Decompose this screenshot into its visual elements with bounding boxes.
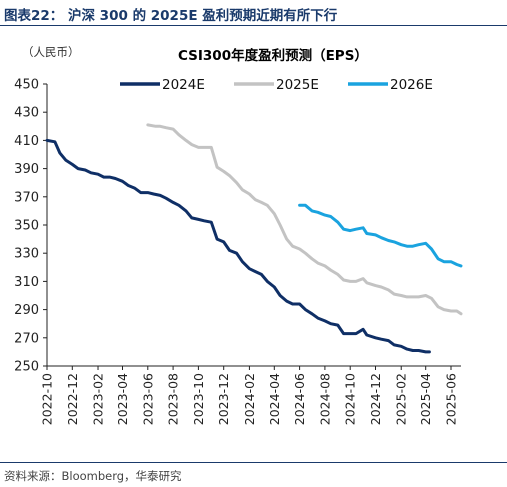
x-tick-label: 2025-04: [418, 373, 433, 425]
y-tick-label: 290: [14, 303, 39, 318]
legend-label-2026E: 2026E: [390, 77, 433, 93]
y-tick-label: 370: [14, 190, 39, 205]
series-layer: [45, 123, 463, 354]
x-tick-label: 2024-04: [267, 373, 282, 425]
x-tick-label: 2024-08: [317, 373, 332, 425]
source-divider: [0, 462, 507, 463]
x-tick-label: 2024-06: [292, 373, 307, 425]
legend-label-2024E: 2024E: [162, 77, 205, 93]
title-divider: [0, 25, 507, 26]
x-tick-label: 2023-04: [115, 373, 130, 425]
x-tick-label: 2023-08: [166, 373, 181, 425]
x-tick-label: 2023-02: [91, 373, 106, 425]
x-tick-label: 2022-10: [40, 373, 55, 425]
source-note: 资料来源：Bloomberg，华泰研究: [4, 469, 182, 483]
series-line-2024E: [45, 138, 431, 354]
y-tick-label: 270: [14, 331, 39, 346]
y-tick-label: 350: [14, 219, 39, 234]
y-tick-label: 250: [14, 360, 39, 375]
series-line-2025E: [146, 123, 463, 316]
x-tick-label: 2022-12: [65, 373, 80, 425]
y-tick-label: 450: [14, 78, 39, 93]
x-tick-label: 2023-12: [216, 373, 231, 425]
y-tick-label: 410: [14, 134, 39, 149]
x-tick-label: 2025-06: [444, 373, 459, 425]
legend: 2024E 2025E 2026E: [120, 77, 433, 93]
series-line-2026E: [298, 203, 463, 268]
legend-label-2025E: 2025E: [276, 77, 319, 93]
x-tick-label: 2024-12: [368, 373, 383, 425]
y-unit-label: （人民币）: [22, 45, 80, 59]
x-tick-label: 2025-02: [394, 373, 409, 425]
y-tick-label: 310: [14, 275, 39, 290]
y-tick-label: 330: [14, 247, 39, 262]
x-axis: 2022-10 2022-12 2023-02 2023-04 2023-06 2023-…: [40, 365, 461, 425]
y-axis: 250 270 290 310 330 350 370 390 410 430 450: [14, 78, 48, 375]
x-tick-label: 2024-10: [343, 373, 358, 425]
y-tick-label: 430: [14, 106, 39, 121]
chart-title: CSI300年度盈利预测（EPS）: [178, 48, 368, 64]
x-tick-label: 2024-02: [242, 373, 257, 425]
x-tick-label: 2023-06: [140, 373, 155, 425]
y-tick-label: 390: [14, 162, 39, 177]
x-tick-label: 2023-10: [191, 373, 206, 425]
figure-title: 图表22： 沪深 300 的 2025E 盈利预期近期有所下行: [4, 8, 338, 24]
